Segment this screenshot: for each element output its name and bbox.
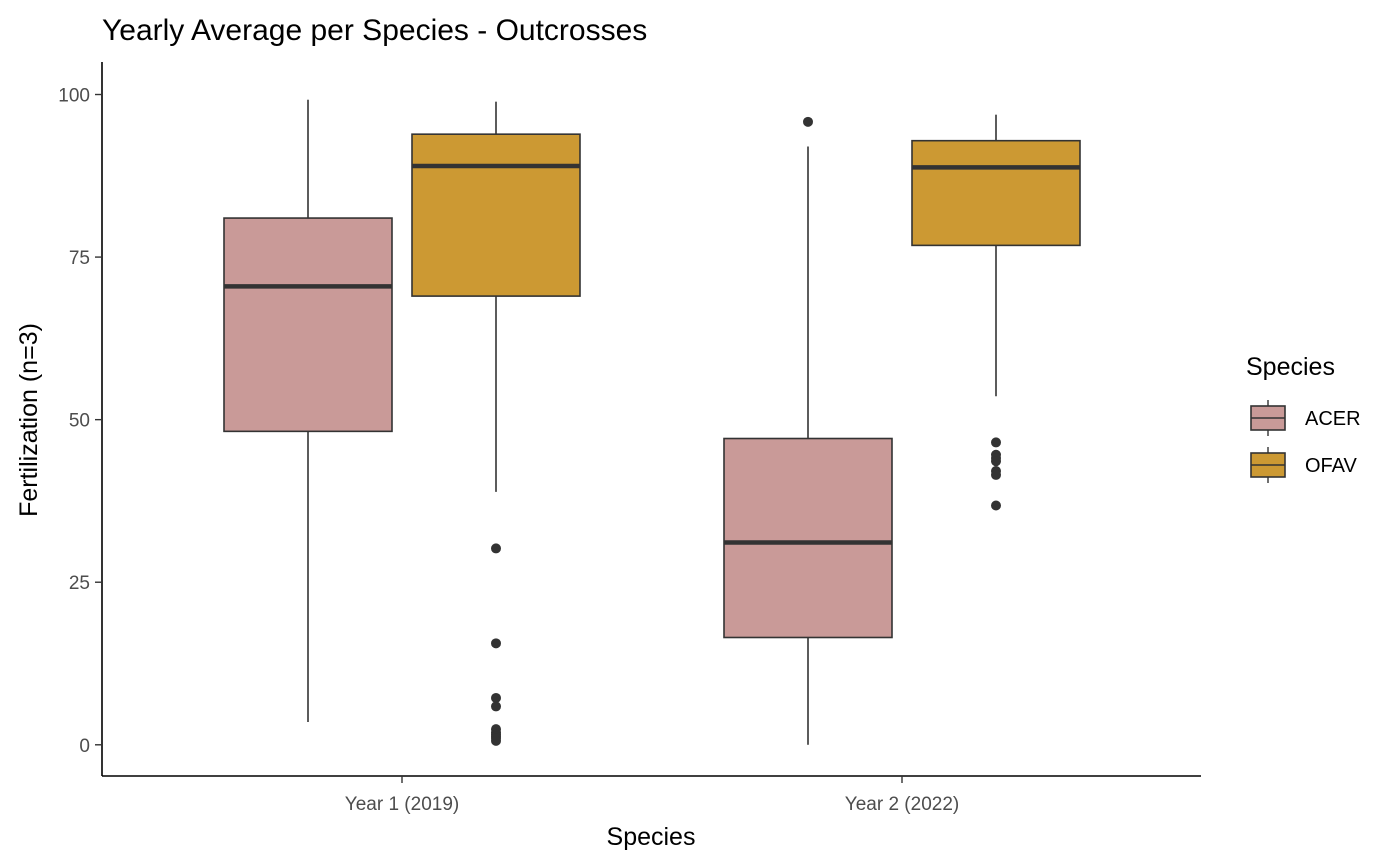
legend-label: OFAV bbox=[1305, 455, 1358, 477]
legend-item-ofav: OFAV bbox=[1250, 447, 1358, 483]
y-axis-ticks: 0 25 50 75 100 bbox=[58, 86, 102, 757]
outlier-point bbox=[991, 500, 1001, 511]
iqr-box bbox=[723, 437, 893, 639]
box-ofav-1 bbox=[411, 101, 581, 746]
y-tick-label: 25 bbox=[69, 573, 90, 594]
outlier-point bbox=[491, 701, 501, 712]
x-tick-label: Year 2 (2022) bbox=[845, 794, 959, 815]
outlier-point bbox=[491, 543, 501, 554]
y-tick-label: 0 bbox=[79, 736, 90, 757]
legend-item-acer: ACER bbox=[1250, 400, 1361, 436]
chart-title: Yearly Average per Species - Outcrosses bbox=[102, 14, 647, 47]
x-tick-label: Year 1 (2019) bbox=[345, 794, 459, 815]
outlier-point bbox=[491, 638, 501, 649]
iqr-box bbox=[223, 217, 393, 433]
outlier-point bbox=[491, 692, 501, 703]
outlier-point bbox=[991, 469, 1001, 480]
iqr-box bbox=[411, 133, 581, 297]
y-tick-label: 100 bbox=[58, 86, 90, 107]
x-axis-title: Species bbox=[607, 823, 696, 851]
y-tick-label: 75 bbox=[69, 248, 90, 269]
plot-area bbox=[223, 99, 1081, 746]
box-ofav-2 bbox=[911, 114, 1081, 511]
box-acer-1 bbox=[223, 99, 393, 723]
outlier-point bbox=[991, 456, 1001, 467]
box-acer-2 bbox=[723, 116, 893, 745]
iqr-box bbox=[911, 139, 1081, 247]
x-axis-ticks: Year 1 (2019) Year 2 (2022) bbox=[345, 776, 959, 815]
legend: Species ACER OFAV bbox=[1246, 353, 1361, 483]
outlier-point bbox=[491, 735, 501, 746]
y-axis-title: Fertilization (n=3) bbox=[15, 323, 43, 517]
y-tick-label: 50 bbox=[69, 411, 90, 432]
outlier-point bbox=[803, 116, 813, 127]
legend-label: ACER bbox=[1305, 408, 1361, 430]
outlier-point bbox=[991, 437, 1001, 448]
legend-title: Species bbox=[1246, 353, 1335, 381]
